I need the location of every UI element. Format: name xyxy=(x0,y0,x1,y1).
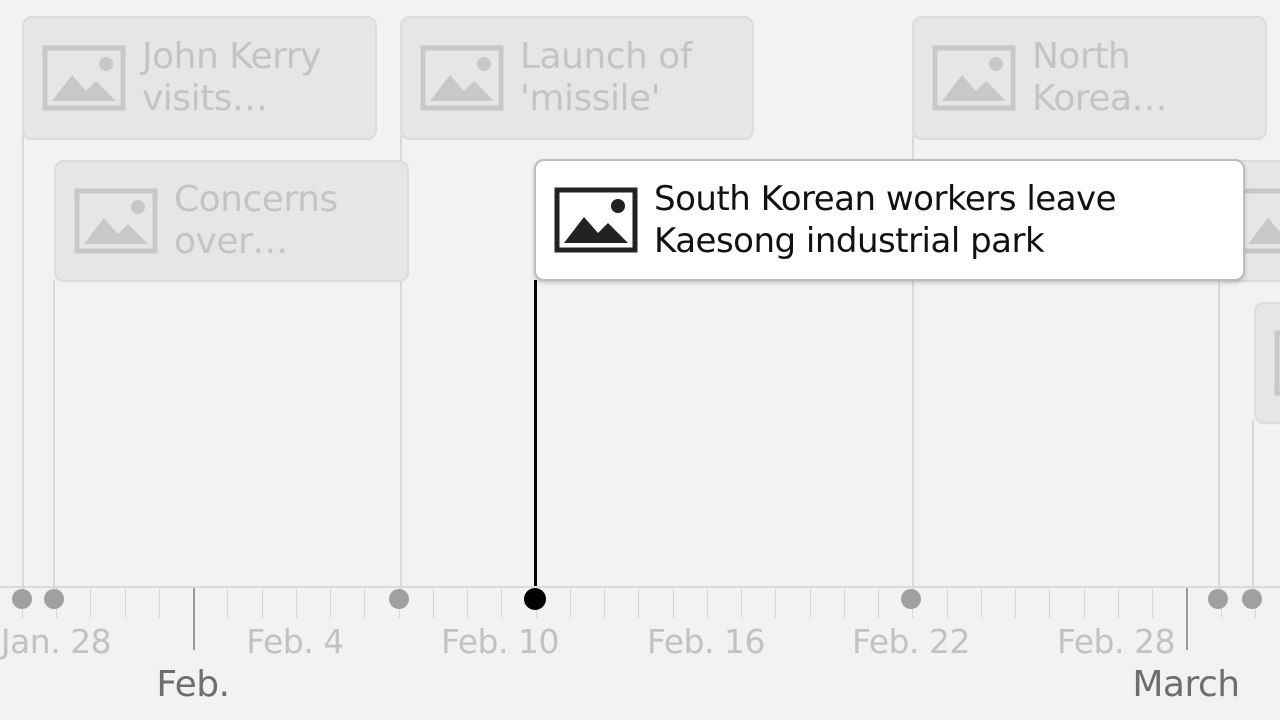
event-card-label: North Korea… xyxy=(1032,36,1168,119)
axis-tick xyxy=(330,588,331,618)
event-stem xyxy=(22,135,24,600)
axis-tick xyxy=(604,588,605,618)
axis-day-label: Feb. 10 xyxy=(441,622,559,661)
axis-tick xyxy=(261,588,263,618)
axis-day-label: Feb. 22 xyxy=(852,622,970,661)
axis-day-label: Feb. 16 xyxy=(647,622,765,661)
axis-tick xyxy=(980,588,982,618)
axis-tick xyxy=(741,588,742,618)
axis-day-label: Feb. 4 xyxy=(246,622,344,661)
axis-tick xyxy=(638,588,640,618)
axis-tick-month xyxy=(1186,588,1188,650)
event-dot[interactable] xyxy=(1242,589,1262,609)
event-card-label: Launch of 'missile' xyxy=(520,36,693,119)
event-stem-active xyxy=(534,280,537,600)
event-stem xyxy=(912,135,914,600)
image-placeholder-icon xyxy=(1274,330,1280,396)
image-placeholder-icon xyxy=(554,187,638,253)
event-card-kaesong[interactable]: South Korean workers leave Kaesong indus… xyxy=(534,159,1245,281)
axis-tick xyxy=(946,588,948,618)
event-stem xyxy=(53,280,55,600)
axis-tick xyxy=(124,588,126,618)
event-card-concerns[interactable]: Concerns over… xyxy=(54,160,409,282)
event-stem xyxy=(1252,420,1254,600)
event-dot[interactable] xyxy=(1208,589,1228,609)
event-dot[interactable] xyxy=(44,589,64,609)
axis-tick xyxy=(843,588,845,618)
axis-tick xyxy=(706,588,708,618)
image-placeholder-icon xyxy=(932,45,1016,111)
image-placeholder-icon xyxy=(74,188,158,254)
axis-tick xyxy=(878,588,879,618)
event-stem xyxy=(1218,180,1220,600)
axis-tick xyxy=(364,588,366,618)
event-dot[interactable] xyxy=(389,589,409,609)
event-card-label: Concerns over… xyxy=(174,179,338,262)
event-card-north-korea[interactable]: North Korea… xyxy=(912,16,1267,140)
event-card-john-kerry[interactable]: John Kerry visits… xyxy=(22,16,377,140)
event-card-label: South Korean workers leave Kaesong indus… xyxy=(654,179,1117,261)
axis-tick xyxy=(295,588,297,618)
axis-tick xyxy=(809,588,811,618)
axis-tick xyxy=(1015,588,1016,618)
event-dot[interactable] xyxy=(901,589,921,609)
axis-tick xyxy=(1083,588,1085,618)
axis-tick xyxy=(672,588,674,618)
event-card-offscreen-2[interactable] xyxy=(1254,302,1280,424)
axis-day-label: Jan. 28 xyxy=(0,622,112,661)
event-dot-active[interactable] xyxy=(524,588,546,610)
axis-tick xyxy=(158,588,160,618)
axis-tick xyxy=(569,588,571,618)
axis-line xyxy=(0,586,1280,588)
axis-tick xyxy=(1152,588,1153,618)
image-placeholder-icon xyxy=(42,45,126,111)
axis-tick-month xyxy=(193,588,195,650)
axis-day-label: Feb. 28 xyxy=(1057,622,1175,661)
event-card-label: John Kerry visits… xyxy=(142,36,321,119)
axis-tick xyxy=(1117,588,1119,618)
image-placeholder-icon xyxy=(420,45,504,111)
axis-tick xyxy=(467,588,468,618)
axis-tick xyxy=(501,588,503,618)
event-dot[interactable] xyxy=(12,589,32,609)
event-card-missile-launch[interactable]: Launch of 'missile' xyxy=(400,16,754,140)
axis-tick xyxy=(1049,588,1051,618)
axis-tick xyxy=(432,588,434,618)
axis-tick xyxy=(90,588,92,618)
axis-tick xyxy=(227,588,229,618)
axis-month-label: Feb. xyxy=(156,664,230,705)
event-stem xyxy=(400,135,402,600)
axis-tick xyxy=(775,588,777,618)
axis-month-label: March xyxy=(1132,664,1240,705)
